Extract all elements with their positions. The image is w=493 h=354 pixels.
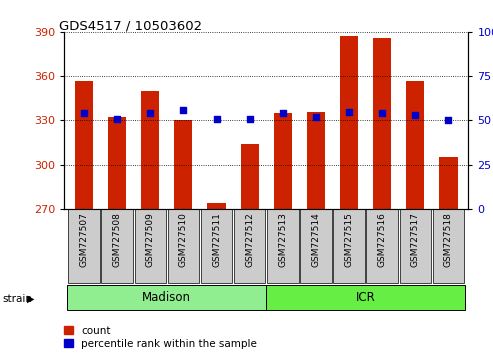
Legend: count, percentile rank within the sample: count, percentile rank within the sample (65, 326, 257, 349)
Text: GSM727518: GSM727518 (444, 212, 453, 268)
Point (312, 114, 320, 120)
Point (279, 110, 287, 116)
FancyBboxPatch shape (400, 209, 431, 283)
FancyBboxPatch shape (366, 209, 398, 283)
Point (179, 107, 187, 113)
Bar (141, 91, 159, 209)
Bar (108, 118, 126, 209)
FancyBboxPatch shape (102, 209, 133, 283)
Text: GSM727514: GSM727514 (312, 212, 320, 267)
Point (378, 110, 386, 116)
Point (345, 109, 353, 114)
Text: GDS4517 / 10503602: GDS4517 / 10503602 (59, 19, 202, 33)
Point (445, 118, 453, 123)
Text: GSM727511: GSM727511 (212, 212, 221, 268)
Bar (340, 36, 358, 209)
Bar (406, 80, 424, 209)
Text: GSM727515: GSM727515 (345, 212, 353, 268)
Text: GSM727513: GSM727513 (278, 212, 287, 268)
Bar (373, 38, 391, 209)
Point (113, 116, 121, 121)
Point (146, 110, 154, 116)
Text: Madison: Madison (142, 291, 191, 304)
Text: GSM727512: GSM727512 (245, 212, 254, 267)
Text: GSM727516: GSM727516 (378, 212, 387, 268)
Point (411, 112, 419, 118)
Point (80, 110, 88, 116)
FancyBboxPatch shape (201, 209, 232, 283)
Text: GSM727508: GSM727508 (112, 212, 122, 268)
Point (246, 116, 253, 121)
FancyBboxPatch shape (68, 209, 100, 283)
FancyBboxPatch shape (267, 209, 299, 283)
Text: GSM727507: GSM727507 (79, 212, 88, 268)
Bar (241, 144, 259, 209)
FancyBboxPatch shape (68, 285, 266, 310)
Bar (439, 157, 458, 209)
Bar (208, 203, 226, 209)
Bar (174, 120, 192, 209)
FancyBboxPatch shape (234, 209, 265, 283)
Text: GSM727517: GSM727517 (411, 212, 420, 268)
Text: ICR: ICR (356, 291, 376, 304)
FancyBboxPatch shape (333, 209, 365, 283)
Text: strain: strain (2, 294, 33, 304)
FancyBboxPatch shape (168, 209, 199, 283)
FancyBboxPatch shape (300, 209, 332, 283)
Bar (307, 112, 325, 209)
Point (212, 116, 220, 121)
FancyBboxPatch shape (266, 285, 465, 310)
FancyBboxPatch shape (433, 209, 464, 283)
Bar (75, 80, 93, 209)
FancyBboxPatch shape (135, 209, 166, 283)
Text: ▶: ▶ (27, 294, 35, 304)
Text: GSM727509: GSM727509 (146, 212, 155, 268)
Text: GSM727510: GSM727510 (179, 212, 188, 268)
Bar (274, 113, 292, 209)
